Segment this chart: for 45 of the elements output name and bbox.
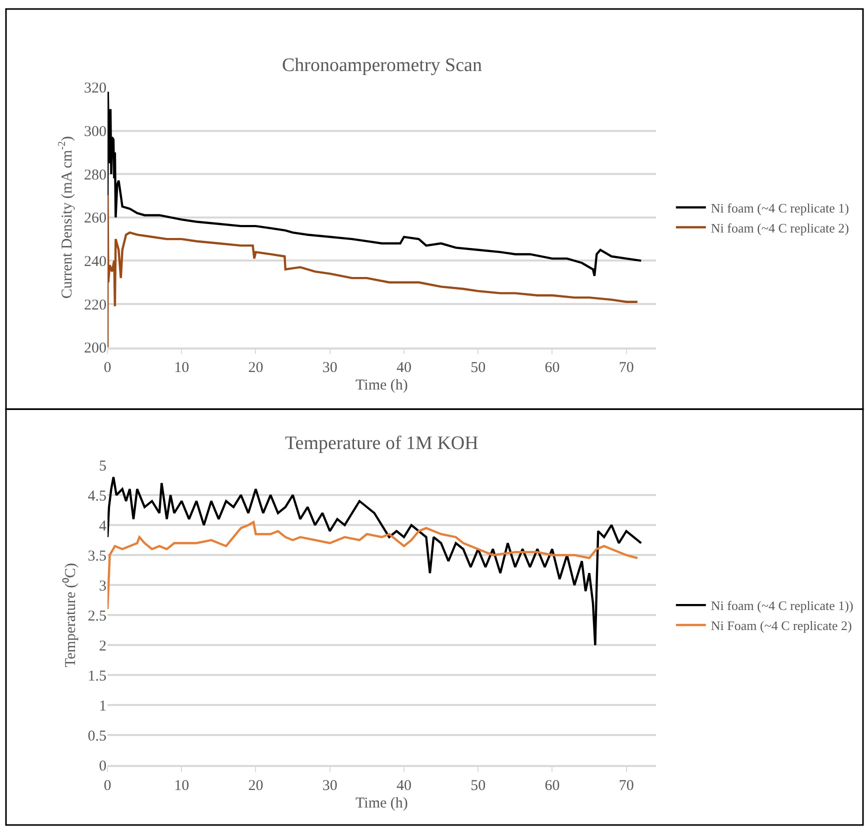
y-tick-label: 5 xyxy=(99,458,107,474)
x-tick-label: 40 xyxy=(396,778,412,794)
x-tick-label: 50 xyxy=(470,360,486,376)
y-tick-label: 3 xyxy=(99,578,107,594)
line-series xyxy=(108,90,642,277)
y-tick-label: 2.5 xyxy=(88,608,107,624)
y-tick-label: 300 xyxy=(84,124,107,140)
x-tick-label: 40 xyxy=(396,360,412,376)
x-axis-title: Time (h) xyxy=(356,795,408,812)
y-tick-label: 220 xyxy=(84,297,107,314)
y-tick-label: 0 xyxy=(99,758,107,774)
y-tick-label: 3.5 xyxy=(88,548,107,564)
line-series xyxy=(108,476,642,646)
y-tick-label: 4 xyxy=(99,518,108,534)
y-tick-label: 200 xyxy=(84,340,107,357)
line-series xyxy=(108,520,639,610)
x-tick-label: 10 xyxy=(174,778,190,794)
x-axis-title: Time (h) xyxy=(356,378,408,394)
y-tick-label: 240 xyxy=(84,254,107,270)
x-tick-label: 20 xyxy=(248,778,264,794)
y-tick-label: 1 xyxy=(99,698,107,714)
y-axis-title: Temperature (⁰C) xyxy=(62,562,80,668)
y-tick-label: 320 xyxy=(84,80,107,97)
x-tick-label: 10 xyxy=(174,360,190,376)
x-tick-label: 50 xyxy=(470,778,486,794)
x-tick-label: 30 xyxy=(322,778,338,794)
legend-label: Ni foam (~4 C replicate 1) xyxy=(710,200,849,216)
x-tick-label: 60 xyxy=(544,778,560,794)
x-tick-label: 30 xyxy=(322,360,338,376)
x-tick-label: 70 xyxy=(618,360,634,376)
x-tick-label: 70 xyxy=(618,778,634,794)
chart-title: Temperature of 1M KOH xyxy=(285,433,479,454)
y-tick-label: 280 xyxy=(84,167,107,184)
y-tick-label: 0.5 xyxy=(88,728,107,744)
x-tick-label: 60 xyxy=(544,360,560,376)
y-tick-label: 4.5 xyxy=(88,488,107,504)
legend-label: Ni Foam (~4 C replicate 2) xyxy=(710,618,852,634)
y-tick-label: 2 xyxy=(99,638,107,654)
x-tick-label: 20 xyxy=(248,360,264,376)
line-series xyxy=(108,194,639,348)
y-tick-label: 1.5 xyxy=(88,668,107,684)
chart-title: Chronoamperometry Scan xyxy=(282,55,482,76)
y-tick-label: 260 xyxy=(84,210,107,227)
legend-label: Ni foam (~4 C replicate 2) xyxy=(710,220,849,236)
legend-label: Ni foam (~4 C replicate 1)) xyxy=(710,598,854,614)
